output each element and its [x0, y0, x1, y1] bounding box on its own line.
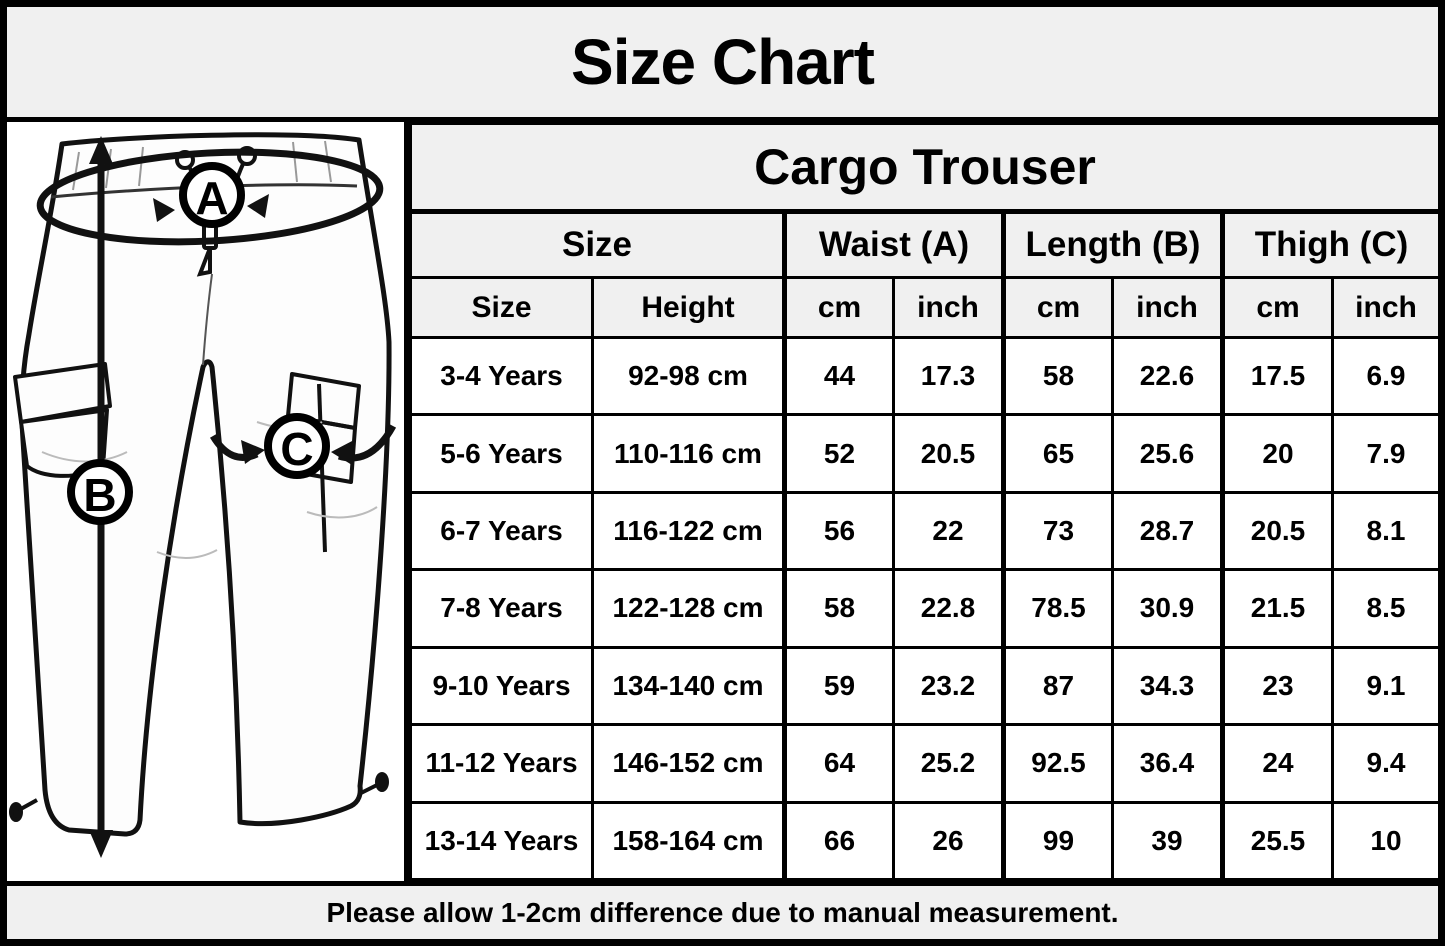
cell-waist-cm: 56	[782, 490, 895, 572]
cell-thigh-cm: 21.5	[1220, 568, 1334, 649]
cell-length-cm: 65	[1001, 413, 1114, 494]
hem-toggles	[9, 772, 389, 822]
cell-waist-cm: 58	[782, 568, 895, 649]
col-header-height: Height	[591, 276, 786, 339]
cell-height: 110-116 cm	[591, 413, 786, 494]
cell-waist-inch: 23.2	[892, 645, 1005, 727]
cell-waist-inch: 17.3	[892, 335, 1005, 417]
thigh-marker-label: C	[280, 423, 313, 475]
cell-length-cm: 78.5	[1001, 568, 1114, 649]
product-title-row: Cargo Trouser	[409, 122, 1438, 214]
left-cargo-pocket	[13, 362, 112, 478]
table-row: 3-4 Years 92-98 cm 44 17.3 58 22.6 17.5 …	[409, 335, 1438, 417]
size-table-panel: Cargo Trouser Size Waist (A) Length (B) …	[409, 122, 1438, 882]
waist-marker-badge: A	[179, 162, 245, 228]
measurement-note: Please allow 1-2cm difference due to man…	[326, 896, 1119, 928]
cell-length-inch: 25.6	[1111, 413, 1224, 494]
group-header-size: Size	[409, 210, 786, 279]
cell-thigh-inch: 9.1	[1331, 645, 1438, 727]
cell-size: 5-6 Years	[409, 413, 594, 494]
group-header-thigh: Thigh (C)	[1220, 210, 1438, 279]
cell-length-cm: 87	[1001, 645, 1114, 727]
length-marker-label: B	[83, 469, 116, 521]
waist-arrow	[36, 148, 384, 246]
table-row: 13-14 Years 158-164 cm 66 26 99 39 25.5 …	[409, 800, 1438, 882]
sub-header-row: Size Height cm inch cm inch cm inch	[409, 276, 1438, 339]
table-row: 9-10 Years 134-140 cm 59 23.2 87 34.3 23…	[409, 645, 1438, 727]
cell-size: 11-12 Years	[409, 723, 594, 804]
cell-waist-inch: 22	[892, 490, 1005, 572]
cell-thigh-cm: 24	[1220, 723, 1334, 804]
cell-size: 7-8 Years	[409, 568, 594, 649]
cell-size: 13-14 Years	[409, 800, 594, 882]
footer-bar: Please allow 1-2cm difference due to man…	[7, 881, 1438, 939]
col-header-waist-inch: inch	[892, 276, 1005, 339]
table-row: 5-6 Years 110-116 cm 52 20.5 65 25.6 20 …	[409, 413, 1438, 494]
waist-marker-label: A	[195, 172, 228, 224]
cell-waist-cm: 59	[782, 645, 895, 727]
cell-waist-cm: 44	[782, 335, 895, 417]
group-header-waist: Waist (A)	[782, 210, 1005, 279]
col-header-length-cm: cm	[1001, 276, 1114, 339]
cell-thigh-inch: 8.5	[1331, 568, 1438, 649]
cell-height: 92-98 cm	[591, 335, 786, 417]
cell-length-inch: 28.7	[1111, 490, 1224, 572]
cell-length-cm: 58	[1001, 335, 1114, 417]
main-area: A B C C	[7, 122, 1438, 882]
cell-size: 3-4 Years	[409, 335, 594, 417]
cell-size: 9-10 Years	[409, 645, 594, 727]
cell-length-inch: 30.9	[1111, 568, 1224, 649]
cell-length-cm: 92.5	[1001, 723, 1114, 804]
table-row: 6-7 Years 116-122 cm 56 22 73 28.7 20.5 …	[409, 490, 1438, 572]
table-row: 7-8 Years 122-128 cm 58 22.8 78.5 30.9 2…	[409, 568, 1438, 649]
cell-waist-cm: 66	[782, 800, 895, 882]
trouser-illustration: A B C	[9, 132, 397, 858]
cell-waist-inch: 22.8	[892, 568, 1005, 649]
cell-length-inch: 36.4	[1111, 723, 1224, 804]
cell-height: 158-164 cm	[591, 800, 786, 882]
col-header-thigh-cm: cm	[1220, 276, 1334, 339]
length-marker-badge: B	[67, 459, 133, 525]
cell-waist-inch: 26	[892, 800, 1005, 882]
thigh-arrow	[209, 424, 397, 465]
cell-waist-cm: 64	[782, 723, 895, 804]
trouser-diagram-panel: A B C	[7, 122, 409, 881]
cell-height: 134-140 cm	[591, 645, 786, 727]
cell-height: 122-128 cm	[591, 568, 786, 649]
group-header-length: Length (B)	[1001, 210, 1224, 279]
cell-length-inch: 39	[1111, 800, 1224, 882]
cell-length-inch: 34.3	[1111, 645, 1224, 727]
col-header-size: Size	[409, 276, 594, 339]
title-bar: Size Chart	[7, 7, 1438, 122]
cell-waist-inch: 25.2	[892, 723, 1005, 804]
cell-thigh-cm: 20	[1220, 413, 1334, 494]
cell-size: 6-7 Years	[409, 490, 594, 572]
table-row: 11-12 Years 146-152 cm 64 25.2 92.5 36.4…	[409, 723, 1438, 804]
col-header-waist-cm: cm	[782, 276, 895, 339]
cell-thigh-cm: 20.5	[1220, 490, 1334, 572]
cell-length-cm: 73	[1001, 490, 1114, 572]
cell-thigh-cm: 23	[1220, 645, 1334, 727]
size-table: Cargo Trouser Size Waist (A) Length (B) …	[409, 122, 1438, 882]
product-title: Cargo Trouser	[409, 122, 1438, 214]
cell-length-cm: 99	[1001, 800, 1114, 882]
cell-thigh-cm: 17.5	[1220, 335, 1334, 417]
cell-height: 116-122 cm	[591, 490, 786, 572]
cell-thigh-inch: 10	[1331, 800, 1438, 882]
group-header-row: Size Waist (A) Length (B) Thigh (C)	[409, 210, 1438, 279]
cell-waist-cm: 52	[782, 413, 895, 494]
page-title: Size Chart	[571, 26, 875, 98]
cell-thigh-inch: 8.1	[1331, 490, 1438, 572]
cell-thigh-inch: 9.4	[1331, 723, 1438, 804]
thigh-marker-badge: C	[264, 413, 330, 479]
cell-thigh-inch: 7.9	[1331, 413, 1438, 494]
cell-length-inch: 22.6	[1111, 335, 1224, 417]
cell-thigh-cm: 25.5	[1220, 800, 1334, 882]
cell-waist-inch: 20.5	[892, 413, 1005, 494]
cell-thigh-inch: 6.9	[1331, 335, 1438, 417]
col-header-length-inch: inch	[1111, 276, 1224, 339]
col-header-thigh-inch: inch	[1331, 276, 1438, 339]
cell-height: 146-152 cm	[591, 723, 786, 804]
